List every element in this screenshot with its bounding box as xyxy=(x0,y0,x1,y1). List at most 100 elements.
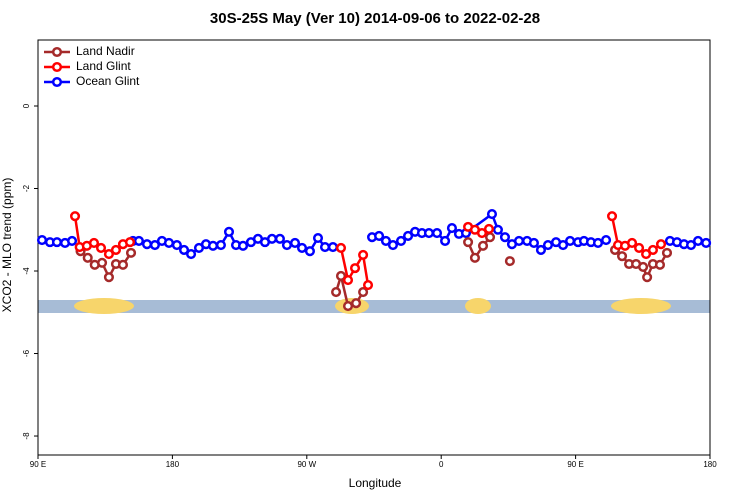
data-point xyxy=(178,244,190,256)
data-point xyxy=(634,242,645,253)
x-tick-label: 90 E xyxy=(567,460,583,469)
data-point xyxy=(296,242,308,253)
data-point xyxy=(647,244,659,256)
legend-label: Land Glint xyxy=(76,59,131,73)
y-tick-label: -6 xyxy=(22,349,31,357)
legend-label: Land Nadir xyxy=(76,44,135,58)
data-point xyxy=(358,249,369,260)
chart-title: 30S-25S May (Ver 10) 2014-09-06 to 2022-… xyxy=(210,10,540,27)
legend-label: Ocean Glint xyxy=(76,74,140,88)
data-point xyxy=(486,209,498,220)
data-point xyxy=(642,272,653,283)
data-point xyxy=(446,223,458,234)
data-point xyxy=(51,237,63,248)
land-strip xyxy=(611,298,671,314)
data-point xyxy=(97,257,108,268)
data-point xyxy=(655,239,667,250)
data-point xyxy=(626,237,638,249)
data-point xyxy=(223,226,235,237)
y-tick-label: -8 xyxy=(22,432,31,440)
data-point xyxy=(592,237,604,249)
data-point xyxy=(289,237,301,249)
data-point xyxy=(141,239,153,250)
data-point xyxy=(542,239,554,251)
data-point xyxy=(335,242,347,253)
data-point xyxy=(535,244,547,256)
data-point xyxy=(358,287,369,298)
data-point xyxy=(484,232,496,243)
data-point xyxy=(281,239,292,251)
data-point xyxy=(374,230,385,241)
y-axis-label: XCO2 - MLO trend (ppm) xyxy=(0,178,14,313)
y-tick-label: -4 xyxy=(22,267,31,275)
data-point xyxy=(431,228,443,239)
data-point xyxy=(103,249,114,260)
ocean-strip xyxy=(38,300,710,313)
data-point xyxy=(69,211,81,222)
legend-marker xyxy=(51,76,63,88)
data-point xyxy=(558,239,569,251)
data-point xyxy=(117,259,129,270)
data-point xyxy=(215,239,226,251)
data-point xyxy=(601,235,612,246)
land-strip xyxy=(465,298,491,314)
data-point xyxy=(463,237,474,248)
data-point xyxy=(402,230,414,241)
data-point xyxy=(492,224,503,235)
data-point xyxy=(504,256,515,267)
data-point xyxy=(36,235,48,246)
legend-marker xyxy=(51,61,63,73)
data-point xyxy=(319,242,331,253)
data-point xyxy=(423,228,435,239)
data-point xyxy=(513,235,525,246)
data-point xyxy=(641,249,652,260)
data-point xyxy=(685,239,697,251)
data-point xyxy=(274,233,285,244)
data-point xyxy=(351,298,362,309)
data-point xyxy=(331,287,342,298)
data-point xyxy=(701,237,712,249)
data-point xyxy=(237,240,249,251)
data-point xyxy=(638,261,649,272)
map-strip xyxy=(38,298,710,314)
data-point xyxy=(477,240,489,251)
data-point xyxy=(171,239,182,251)
data-point xyxy=(654,259,666,270)
x-tick-label: 0 xyxy=(439,460,444,469)
data-point xyxy=(124,237,136,248)
data-point xyxy=(207,240,219,251)
land-strip xyxy=(74,298,134,314)
data-point xyxy=(88,237,100,249)
data-point xyxy=(606,211,618,222)
x-tick-label: 90 E xyxy=(30,460,46,469)
data-point xyxy=(304,246,315,257)
x-tick-label: 180 xyxy=(166,460,180,469)
data-point xyxy=(125,247,137,258)
y-tick-label: 0 xyxy=(22,103,31,108)
data-point xyxy=(66,235,78,246)
data-point xyxy=(342,301,354,312)
data-point xyxy=(327,242,338,253)
data-point xyxy=(565,235,576,246)
data-point xyxy=(266,233,278,244)
data-point xyxy=(349,263,361,274)
data-point xyxy=(82,252,93,263)
data-point xyxy=(163,237,175,249)
data-point xyxy=(395,235,407,246)
data-point xyxy=(149,239,160,251)
data-point xyxy=(312,232,324,244)
legend-marker xyxy=(51,46,63,58)
y-tick-label: -2 xyxy=(22,184,31,192)
x-axis-label: Longitude xyxy=(349,476,402,490)
data-point xyxy=(380,235,391,246)
x-tick-label: 180 xyxy=(703,460,717,469)
data-point xyxy=(387,239,399,251)
data-point xyxy=(483,223,495,234)
data-point xyxy=(499,232,511,243)
data-point xyxy=(342,275,354,286)
data-point xyxy=(469,252,480,263)
data-point xyxy=(476,228,488,239)
data-point xyxy=(103,272,114,283)
